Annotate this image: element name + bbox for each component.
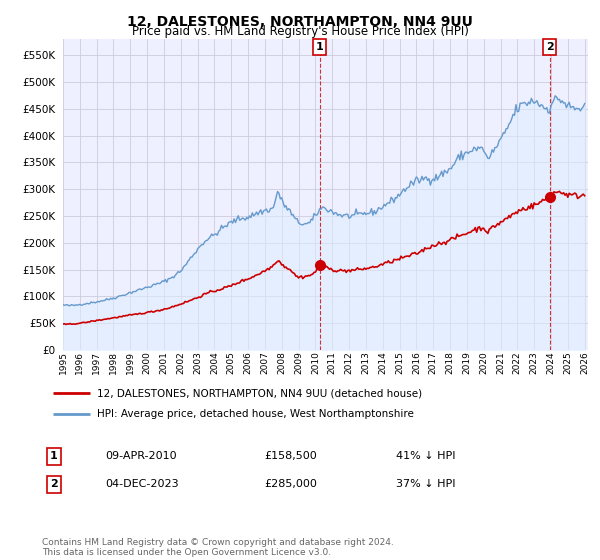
- Text: 1: 1: [50, 451, 58, 461]
- Text: 37% ↓ HPI: 37% ↓ HPI: [396, 479, 455, 489]
- Text: 1: 1: [316, 42, 323, 52]
- Text: £158,500: £158,500: [264, 451, 317, 461]
- Text: Price paid vs. HM Land Registry's House Price Index (HPI): Price paid vs. HM Land Registry's House …: [131, 25, 469, 38]
- Text: Contains HM Land Registry data © Crown copyright and database right 2024.
This d: Contains HM Land Registry data © Crown c…: [42, 538, 394, 557]
- Text: 2: 2: [546, 42, 554, 52]
- Text: 12, DALESTONES, NORTHAMPTON, NN4 9UU: 12, DALESTONES, NORTHAMPTON, NN4 9UU: [127, 15, 473, 29]
- Text: 12, DALESTONES, NORTHAMPTON, NN4 9UU (detached house): 12, DALESTONES, NORTHAMPTON, NN4 9UU (de…: [97, 388, 422, 398]
- Text: HPI: Average price, detached house, West Northamptonshire: HPI: Average price, detached house, West…: [97, 409, 415, 419]
- Text: £285,000: £285,000: [264, 479, 317, 489]
- Text: 09-APR-2010: 09-APR-2010: [105, 451, 176, 461]
- Text: 41% ↓ HPI: 41% ↓ HPI: [396, 451, 455, 461]
- Text: 04-DEC-2023: 04-DEC-2023: [105, 479, 179, 489]
- Text: 2: 2: [50, 479, 58, 489]
